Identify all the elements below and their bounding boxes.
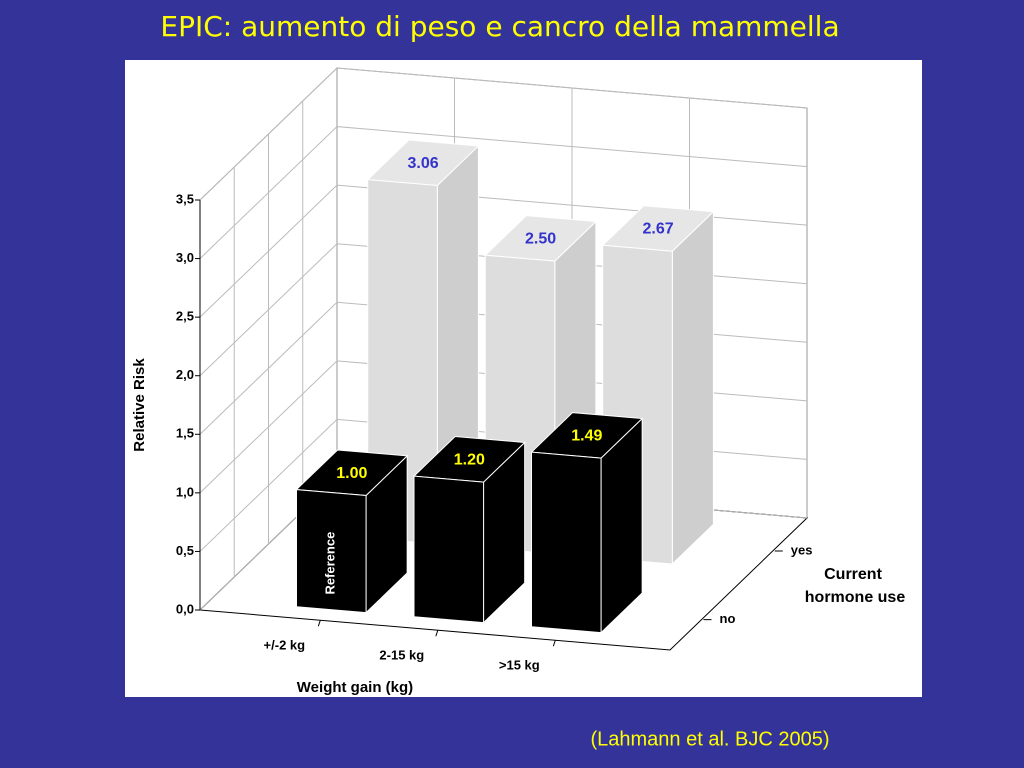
x-tick-label: >15 kg — [499, 658, 540, 673]
x-tick — [317, 620, 321, 627]
value-label: 1.00 — [336, 465, 367, 482]
y-axis-label: Relative Risk — [131, 358, 148, 452]
annotation: Reference — [323, 532, 338, 595]
x-tick-label: +/-2 kg — [264, 638, 306, 653]
z-axis-label: hormone use — [805, 589, 906, 606]
value-label: 1.49 — [571, 428, 602, 445]
plot: 0,0 0,5 1,0 1,5 2,0 2,5 3,0 3,5 +/-2 kg 2-15 kg >1… — [176, 66, 813, 673]
z-axis-label: Current — [824, 566, 882, 583]
bar: 2.67 — [601, 205, 715, 566]
y-tick-label: 1,0 — [176, 484, 194, 499]
x-tick-label: 2-15 kg — [379, 648, 424, 663]
grid-line — [199, 126, 808, 259]
y-tick-label: 3,5 — [176, 191, 194, 206]
bar-front — [531, 451, 602, 634]
value-label: 2.67 — [642, 221, 673, 238]
z-tick-label: no — [720, 611, 736, 626]
x-axis-label: Weight gain (kg) — [297, 679, 413, 696]
y-tick-label: 0,5 — [176, 543, 194, 558]
y-tick-label: 0,0 — [176, 601, 194, 616]
bar-front — [413, 475, 485, 624]
bar: 1.00 Reference — [295, 449, 409, 614]
grid-line — [199, 67, 808, 201]
bar: 1.20 — [412, 436, 526, 624]
y-tick-label: 3,0 — [176, 250, 194, 265]
y-tick-label: 2,5 — [176, 309, 194, 324]
x-tick — [552, 640, 556, 647]
bar: 1.49 — [530, 412, 644, 634]
x-tick — [435, 630, 439, 637]
value-label: 3.06 — [407, 155, 438, 172]
y-tick-label: 1,5 — [176, 426, 194, 441]
bar-side — [671, 210, 714, 566]
z-tick-label: yes — [791, 542, 813, 557]
value-label: 1.20 — [454, 452, 485, 469]
slide-title: EPIC: aumento di peso e cancro della mam… — [160, 10, 839, 43]
value-label: 2.50 — [525, 231, 556, 248]
bar-front — [296, 489, 367, 614]
y-tick-label: 2,0 — [176, 367, 194, 382]
citation: (Lahmann et al. BJC 2005) — [590, 728, 829, 750]
